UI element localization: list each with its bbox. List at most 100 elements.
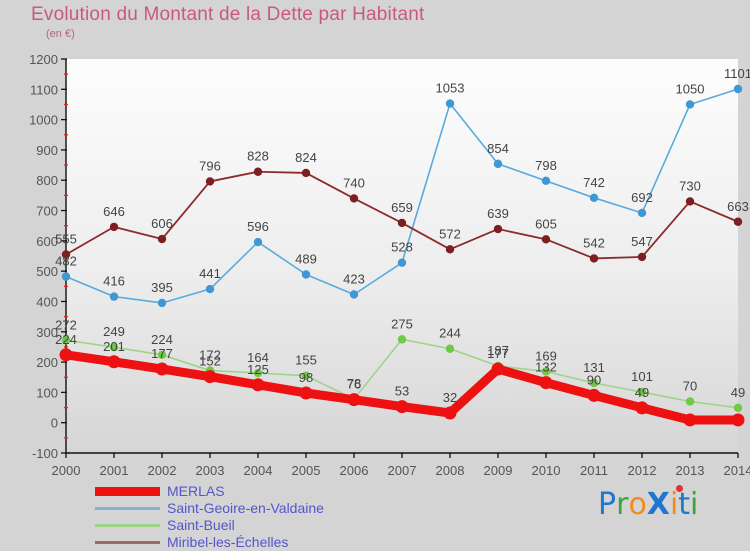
data-point <box>61 272 71 281</box>
x-axis-tick-label: 2012 <box>628 463 657 478</box>
data-point <box>349 194 359 203</box>
data-point <box>541 235 551 244</box>
x-axis-tick-label: 2008 <box>436 463 465 478</box>
data-point <box>205 177 215 186</box>
data-point-label: 489 <box>295 251 317 266</box>
legend-item[interactable]: Saint-Bueil <box>95 517 425 534</box>
x-axis-tick-label: 2001 <box>100 463 129 478</box>
data-point-label: 742 <box>583 175 605 190</box>
data-point <box>301 168 311 178</box>
data-point-label: 572 <box>439 226 461 241</box>
legend-item[interactable]: Saint-Geoire-en-Valdaine <box>95 500 425 517</box>
data-point <box>61 336 71 345</box>
data-point <box>589 378 599 388</box>
y-axis-tick-label: 400 <box>36 294 58 309</box>
data-point <box>109 292 119 301</box>
y-axis-tick-label: 0 <box>51 416 58 431</box>
logo-letter: t <box>678 487 691 522</box>
data-point <box>349 290 359 299</box>
data-point <box>61 250 71 259</box>
data-point <box>347 393 361 407</box>
y-axis-tick-label: 900 <box>36 143 58 158</box>
x-axis-tick-label: 2013 <box>676 463 705 478</box>
data-point <box>587 388 601 402</box>
data-point-label: 796 <box>199 158 221 173</box>
legend-item[interactable]: Miribel-les-Échelles <box>95 534 425 551</box>
x-axis-tick-label: 2014 <box>724 463 750 478</box>
data-point-label: 740 <box>343 175 365 190</box>
y-axis-tick-label: 1100 <box>30 82 58 97</box>
x-axis-tick-label: 2005 <box>292 463 321 478</box>
data-point <box>251 378 265 392</box>
data-point <box>733 403 743 413</box>
legend-color-swatch <box>95 487 160 496</box>
data-point-label: 125 <box>247 362 269 377</box>
data-point <box>541 176 551 186</box>
y-axis-tick-label: 300 <box>36 325 58 340</box>
data-point-label: 542 <box>583 235 605 250</box>
x-axis-tick-label: 2010 <box>532 463 561 478</box>
legend-item[interactable]: MERLAS <box>95 483 425 500</box>
data-point-label: 169 <box>535 348 557 363</box>
x-axis-tick-label: 2011 <box>580 463 608 478</box>
data-point-label: 177 <box>487 346 509 361</box>
data-point-label: 32 <box>443 390 457 405</box>
logo-letter: i <box>690 487 699 522</box>
data-point-label: 132 <box>535 360 557 375</box>
data-point-label: 423 <box>343 271 365 286</box>
data-point <box>301 371 311 380</box>
data-point-label: 828 <box>247 149 269 164</box>
data-point-label: 53 <box>395 384 409 399</box>
data-point <box>59 348 73 362</box>
data-point <box>445 245 455 254</box>
data-point-label: 854 <box>487 141 509 156</box>
data-point <box>443 406 457 420</box>
logo-letter: P <box>598 487 617 522</box>
data-point-label: 416 <box>103 274 125 289</box>
x-axis-tick-label: 2003 <box>196 463 225 478</box>
y-axis-tick-label: 1000 <box>29 113 58 128</box>
data-point <box>539 376 553 390</box>
data-point <box>253 167 263 176</box>
data-point-label: 272 <box>55 317 77 332</box>
data-point <box>253 368 263 378</box>
x-axis-tick-label: 2000 <box>52 463 81 478</box>
plot-background <box>66 59 738 453</box>
y-axis-tick-label: 1200 <box>29 52 58 67</box>
data-point <box>253 237 263 247</box>
data-point <box>445 344 455 353</box>
data-point <box>397 335 407 344</box>
proxiti-logo: ProXiti <box>598 485 699 522</box>
data-point <box>635 401 649 415</box>
data-point <box>637 387 647 397</box>
data-point-label: 90 <box>587 372 601 387</box>
x-axis-tick-label: 2006 <box>340 463 369 478</box>
data-point <box>589 254 599 263</box>
data-point-label: 798 <box>535 158 557 173</box>
data-point-label: 78 <box>347 376 361 391</box>
data-point-label: 395 <box>151 280 173 295</box>
data-point-label: 224 <box>151 332 173 347</box>
series-saint-geoire-en-valdaine <box>61 84 743 308</box>
data-point <box>731 413 745 427</box>
data-point <box>157 234 167 244</box>
x-axis-tick-label: 2009 <box>484 463 513 478</box>
data-point-label: 1101 <box>724 66 750 81</box>
data-point-label: 605 <box>535 216 557 231</box>
series-miribel-les-chelles <box>61 167 743 263</box>
legend-color-swatch <box>95 541 160 544</box>
data-point-label: 164 <box>247 350 269 365</box>
y-axis-tick-label: 700 <box>36 204 58 219</box>
data-point-label: 187 <box>487 343 509 358</box>
data-point <box>683 413 697 427</box>
data-point-label: 1050 <box>676 81 705 96</box>
data-point-label: 98 <box>299 370 313 385</box>
data-point-label: 224 <box>55 332 77 347</box>
data-point <box>109 222 119 232</box>
data-point <box>445 99 455 108</box>
data-point-label: 201 <box>103 339 125 354</box>
data-point <box>637 208 647 218</box>
data-point <box>397 218 407 228</box>
data-point-label: 692 <box>631 190 653 205</box>
